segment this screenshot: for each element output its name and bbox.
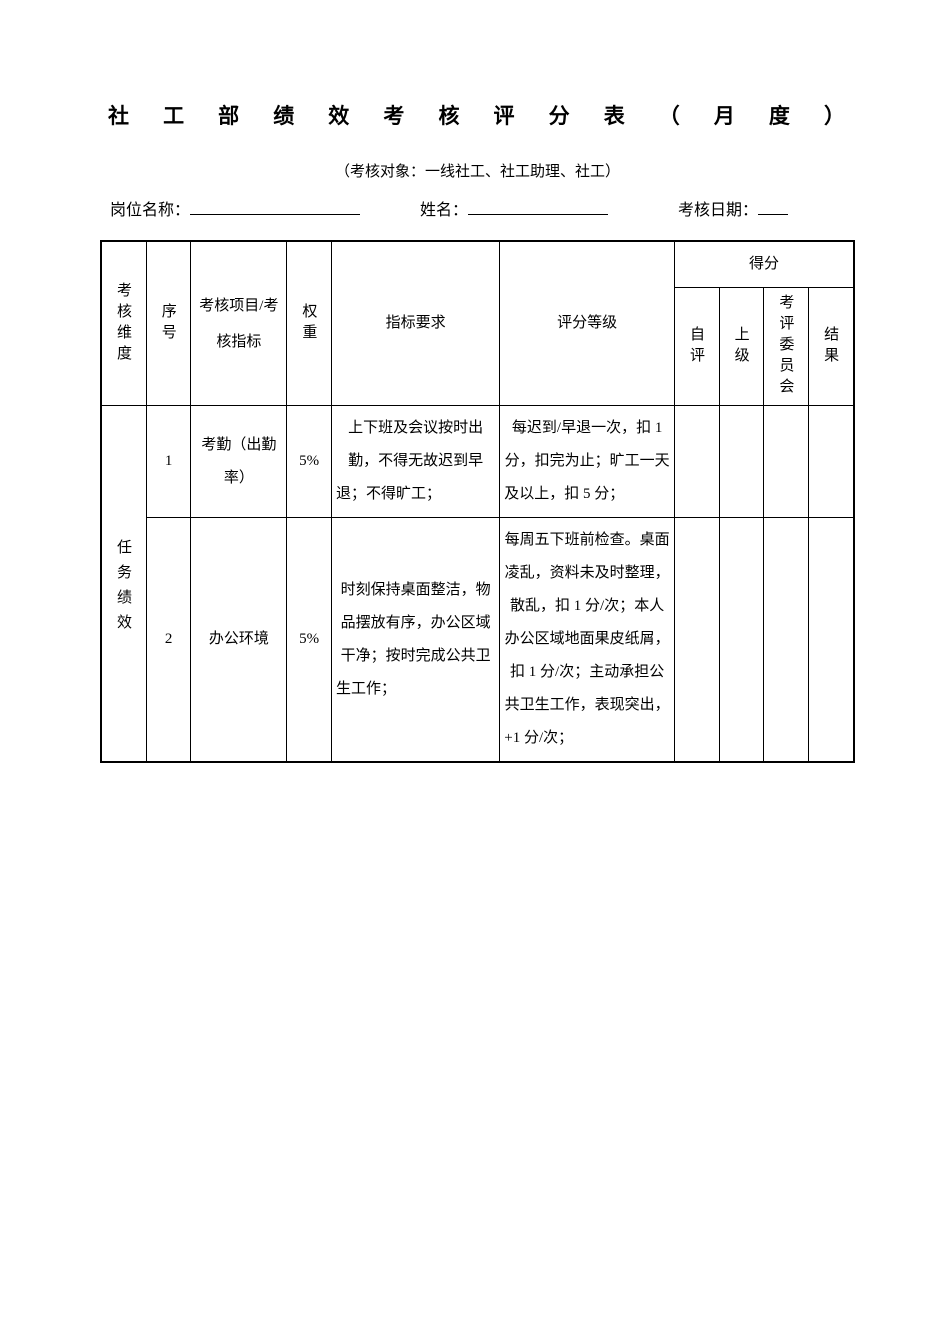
position-field: 岗位名称： <box>110 195 360 220</box>
requirement-cell: 时刻保持桌面整洁，物品摆放有序，办公区域干净；按时完成公共卫生工作； <box>332 518 500 763</box>
hdr-item: 考核项目/考核指标 <box>191 241 287 406</box>
self-cell <box>674 518 719 763</box>
date-underline <box>758 195 788 215</box>
superior-cell <box>719 518 764 763</box>
position-label: 岗位名称： <box>110 196 190 220</box>
hdr-grading: 评分等级 <box>500 241 675 406</box>
hdr-committee: 考评委员会 <box>764 288 809 406</box>
weight-cell: 5% <box>287 518 332 763</box>
hdr-self: 自评 <box>674 288 719 406</box>
table-row: 2 办公环境 5% 时刻保持桌面整洁，物品摆放有序，办公区域干净；按时完成公共卫… <box>101 518 854 763</box>
form-line: 岗位名称： 姓名： 考核日期： <box>100 195 855 220</box>
requirement-cell: 上下班及会议按时出勤，不得无故迟到早退；不得旷工； <box>332 406 500 518</box>
hdr-result: 结果 <box>809 288 854 406</box>
hdr-weight: 权重 <box>287 241 332 406</box>
position-underline <box>190 195 360 215</box>
result-cell <box>809 518 854 763</box>
committee-cell <box>764 406 809 518</box>
dimension-cell: 任务绩效 <box>101 406 146 763</box>
item-cell: 考勤（出勤率） <box>191 406 287 518</box>
grading-cell: 每迟到/早退一次，扣 1 分，扣完为止；旷工一天及以上，扣 5 分； <box>500 406 675 518</box>
result-cell <box>809 406 854 518</box>
seq-cell: 1 <box>146 406 191 518</box>
name-field: 姓名： <box>420 195 608 220</box>
hdr-superior: 上级 <box>719 288 764 406</box>
name-underline <box>468 195 608 215</box>
page-title: 社工部绩效考核评分表（月度） <box>100 100 855 130</box>
table-row: 任务绩效 1 考勤（出勤率） 5% 上下班及会议按时出勤，不得无故迟到早退；不得… <box>101 406 854 518</box>
committee-cell <box>764 518 809 763</box>
self-cell <box>674 406 719 518</box>
hdr-dimension: 考核维度 <box>101 241 146 406</box>
grading-cell: 每周五下班前检查。桌面凌乱，资料未及时整理，散乱，扣 1 分/次；本人办公区域地… <box>500 518 675 763</box>
date-field: 考核日期： <box>678 195 788 220</box>
superior-cell <box>719 406 764 518</box>
name-label: 姓名： <box>420 196 468 220</box>
hdr-requirement: 指标要求 <box>332 241 500 406</box>
page-subtitle: （考核对象：一线社工、社工助理、社工） <box>100 160 855 181</box>
seq-cell: 2 <box>146 518 191 763</box>
date-label: 考核日期： <box>678 196 758 220</box>
hdr-score-group: 得分 <box>674 241 854 288</box>
header-row-1: 考核维度 序号 考核项目/考核指标 权重 指标要求 评分等级 得分 <box>101 241 854 288</box>
item-cell: 办公环境 <box>191 518 287 763</box>
weight-cell: 5% <box>287 406 332 518</box>
hdr-seq: 序号 <box>146 241 191 406</box>
evaluation-table: 考核维度 序号 考核项目/考核指标 权重 指标要求 评分等级 得分 自评 上级 … <box>100 240 855 763</box>
